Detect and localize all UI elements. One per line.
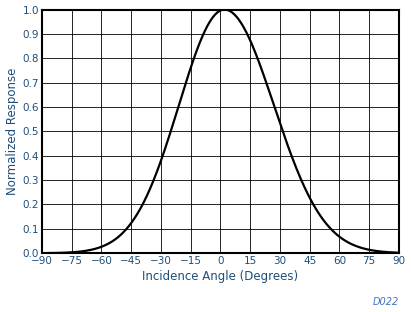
- Text: D022: D022: [373, 297, 399, 307]
- X-axis label: Incidence Angle (Degrees): Incidence Angle (Degrees): [142, 270, 298, 283]
- Y-axis label: Normalized Response: Normalized Response: [6, 68, 18, 195]
